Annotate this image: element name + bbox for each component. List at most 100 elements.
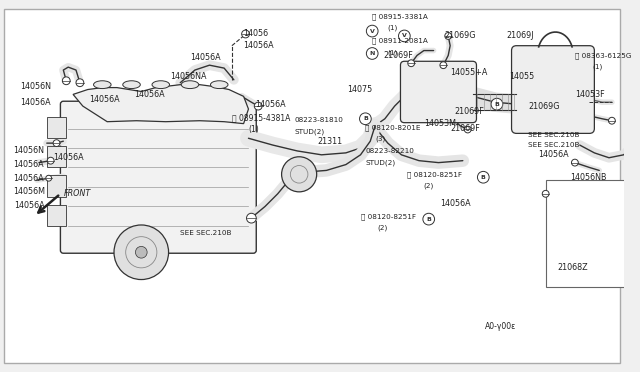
Text: 14056A: 14056A xyxy=(538,150,568,159)
Text: (1): (1) xyxy=(388,25,398,31)
Text: (1): (1) xyxy=(388,49,398,56)
Text: STUD(2): STUD(2) xyxy=(365,159,396,166)
FancyBboxPatch shape xyxy=(4,9,620,363)
Text: 08223-81810: 08223-81810 xyxy=(294,117,343,123)
Circle shape xyxy=(47,157,54,164)
Text: Ⓑ 08120-8251F: Ⓑ 08120-8251F xyxy=(407,171,462,177)
Text: Ⓥ 08915-4381A: Ⓥ 08915-4381A xyxy=(232,113,291,122)
FancyBboxPatch shape xyxy=(401,61,476,123)
Text: 21069J: 21069J xyxy=(507,32,534,41)
Polygon shape xyxy=(73,85,248,124)
Circle shape xyxy=(282,157,317,192)
Circle shape xyxy=(53,140,60,147)
Text: 14056A: 14056A xyxy=(440,199,471,208)
Text: 14056A: 14056A xyxy=(20,98,51,107)
Circle shape xyxy=(246,213,256,223)
Bar xyxy=(47,146,67,167)
Circle shape xyxy=(440,62,447,68)
Bar xyxy=(546,180,632,287)
Text: Ⓑ 08363-6125G: Ⓑ 08363-6125G xyxy=(575,52,632,59)
Text: 14056N: 14056N xyxy=(13,147,45,155)
Text: 14056A: 14056A xyxy=(13,160,44,169)
Text: 14056A: 14056A xyxy=(244,41,274,50)
Text: 08223-82210: 08223-82210 xyxy=(365,148,414,154)
Ellipse shape xyxy=(152,81,170,89)
Text: 21069F: 21069F xyxy=(454,108,484,116)
Circle shape xyxy=(609,117,615,124)
Text: 14056: 14056 xyxy=(244,29,269,38)
Text: 21068Z: 21068Z xyxy=(557,263,588,272)
Circle shape xyxy=(254,102,262,110)
Text: SEE SEC.210B: SEE SEC.210B xyxy=(528,142,580,148)
Text: (1): (1) xyxy=(248,125,259,134)
Text: 14056N: 14056N xyxy=(20,82,51,91)
FancyBboxPatch shape xyxy=(511,46,595,134)
Text: 14055+A: 14055+A xyxy=(450,68,488,77)
Text: 14075: 14075 xyxy=(347,85,372,94)
Circle shape xyxy=(360,113,371,125)
Text: 14053F: 14053F xyxy=(575,90,605,99)
Text: 14056A: 14056A xyxy=(190,53,221,62)
Text: 14056A: 14056A xyxy=(15,201,45,210)
Text: 21069F: 21069F xyxy=(450,124,480,133)
Text: 14055: 14055 xyxy=(509,73,535,81)
FancyBboxPatch shape xyxy=(60,101,256,253)
Circle shape xyxy=(76,79,84,87)
Circle shape xyxy=(445,32,452,39)
Circle shape xyxy=(572,159,579,166)
Text: SEE SEC.210B: SEE SEC.210B xyxy=(528,132,580,138)
Text: 14056A: 14056A xyxy=(13,174,44,183)
Bar xyxy=(47,205,67,226)
Text: Ⓑ 08120-8201E: Ⓑ 08120-8201E xyxy=(365,124,421,131)
Text: B: B xyxy=(481,175,486,180)
Text: 21069G: 21069G xyxy=(528,102,559,110)
Circle shape xyxy=(477,171,489,183)
Text: 14056NB: 14056NB xyxy=(570,173,607,182)
Text: (2): (2) xyxy=(377,225,387,231)
Text: A0-γ00ε: A0-γ00ε xyxy=(485,322,516,331)
Text: (1): (1) xyxy=(593,64,603,70)
Text: B: B xyxy=(426,217,431,222)
Circle shape xyxy=(408,60,415,67)
Text: V: V xyxy=(370,29,374,33)
Text: 14053M: 14053M xyxy=(424,119,456,128)
Circle shape xyxy=(136,246,147,258)
Text: STUD(2): STUD(2) xyxy=(294,128,324,135)
Text: ⓥ 08915-3381A: ⓥ 08915-3381A xyxy=(372,13,428,20)
Circle shape xyxy=(62,77,70,85)
Text: 14056A: 14056A xyxy=(255,100,286,109)
Circle shape xyxy=(114,225,168,279)
Text: 14056M: 14056M xyxy=(13,187,45,196)
Text: FRONT: FRONT xyxy=(63,189,91,198)
Bar xyxy=(47,117,67,138)
Text: 21069F: 21069F xyxy=(383,51,413,60)
Text: V: V xyxy=(402,33,407,38)
Circle shape xyxy=(423,213,435,225)
Text: Ⓑ 08120-8251F: Ⓑ 08120-8251F xyxy=(360,213,415,219)
Text: 14056A: 14056A xyxy=(90,95,120,104)
Text: 14056NA: 14056NA xyxy=(170,73,207,81)
Circle shape xyxy=(542,190,549,197)
Bar xyxy=(47,175,67,197)
Ellipse shape xyxy=(123,81,140,89)
Text: 21311: 21311 xyxy=(317,137,343,146)
Text: 21069G: 21069G xyxy=(444,32,476,41)
Circle shape xyxy=(399,30,410,42)
Text: 14056A: 14056A xyxy=(134,90,165,99)
Circle shape xyxy=(242,30,250,38)
Text: N: N xyxy=(369,51,375,56)
Text: (3): (3) xyxy=(375,136,385,142)
Text: B: B xyxy=(495,102,499,107)
Ellipse shape xyxy=(181,81,199,89)
Text: (2): (2) xyxy=(424,183,434,189)
Text: B: B xyxy=(363,116,368,121)
Text: SEE SEC.210B: SEE SEC.210B xyxy=(180,230,232,236)
Circle shape xyxy=(464,126,471,133)
Ellipse shape xyxy=(211,81,228,89)
Ellipse shape xyxy=(93,81,111,89)
Circle shape xyxy=(491,98,503,110)
Text: ⓝ 08911-2081A: ⓝ 08911-2081A xyxy=(372,38,428,44)
Text: 14056A: 14056A xyxy=(54,153,84,162)
Circle shape xyxy=(46,175,52,181)
Circle shape xyxy=(366,48,378,59)
